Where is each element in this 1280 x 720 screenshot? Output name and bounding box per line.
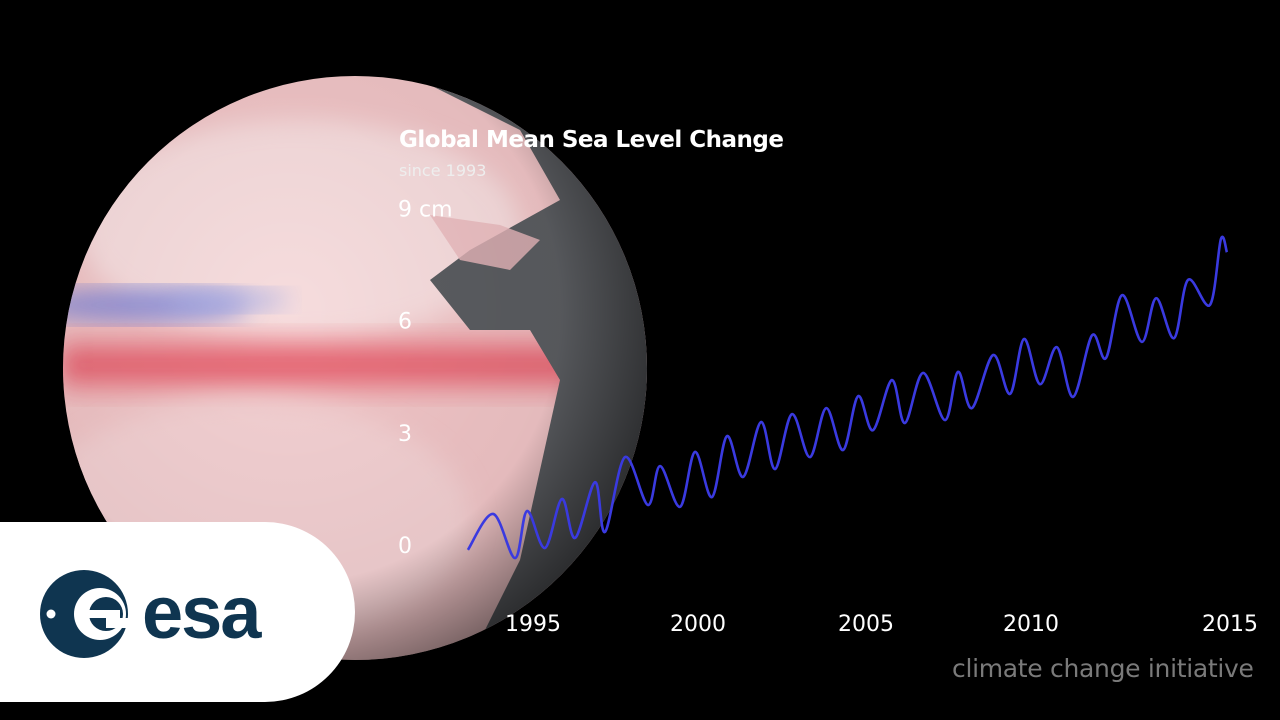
x-tick-label: 2005 [838,612,894,637]
series-line-sea-level [466,235,1229,560]
chart-subtitle: since 1993 [399,161,487,180]
y-tick-label: 3 [398,422,412,447]
x-tick-label: 1995 [505,612,561,637]
esa-logo: esa [40,570,264,658]
y-tick-label: 6 [398,310,412,335]
x-tick-label: 2010 [1003,612,1059,637]
svg-text:esa: esa [142,571,262,654]
y-tick-label: 9 cm [398,197,453,222]
y-tick-label: 0 [398,534,412,559]
x-tick-label: 2015 [1202,612,1258,637]
esa-logo-panel: esa [0,522,355,702]
chart-title: Global Mean Sea Level Change [399,127,784,153]
x-tick-label: 2000 [670,612,726,637]
credit-text: climate change initiative [952,654,1254,683]
